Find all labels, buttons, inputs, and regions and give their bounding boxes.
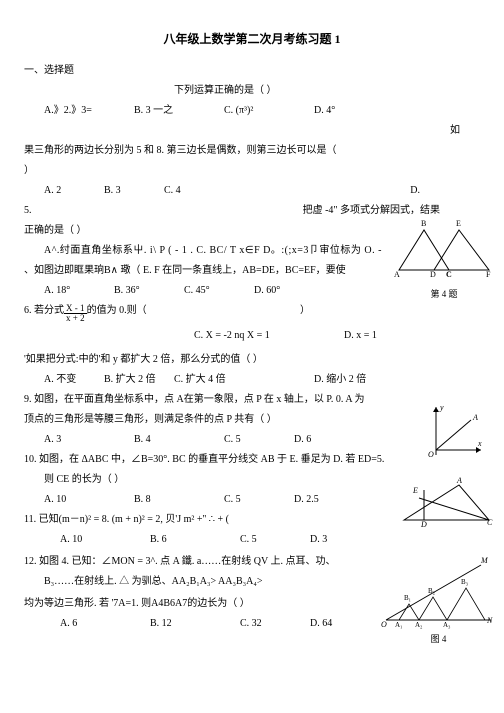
q7-opt-d: D. 缩小 2 倍 — [314, 373, 366, 387]
figure-q9: O A x y — [426, 405, 486, 460]
fig4-c: C — [446, 270, 452, 279]
fig4-a: A — [394, 270, 400, 279]
q7-text: '如果把分式:中的'和 y 都扩大 2 倍，那么分式的值（ ） — [24, 353, 263, 367]
q5-opt-c: C. 45° — [184, 284, 254, 298]
q9-opt-c: C. 5 — [224, 433, 294, 447]
q1-opt-c: C. (π³)² — [224, 104, 314, 118]
fig4-e: E — [456, 219, 461, 228]
q2-opt-c: C. 4 — [164, 184, 224, 198]
fig9-o: O — [428, 450, 434, 459]
q5-opt-a: A. 18° — [44, 284, 114, 298]
fig9-a: A — [473, 413, 478, 422]
q10-text2: 则 CE 的长为（ ） — [44, 473, 124, 487]
q6-tail: 的值为 0.则（ — [87, 304, 147, 323]
fig12-a1: A₁ — [395, 621, 403, 629]
q1-opt-b: B. 3 一之 — [134, 104, 224, 118]
q6-fraction: X - 1 x + 2 — [64, 304, 87, 323]
q1-intro: 下列运算正确的是（ ） — [174, 84, 277, 98]
q6-opt-d: D. x = 1 — [344, 329, 377, 343]
q11-opt-c: C. 5 — [240, 533, 310, 547]
q2-opt-d: D. — [410, 184, 480, 198]
fig4-b: B — [421, 219, 426, 228]
q6-text: 6. 若分式 — [24, 304, 64, 323]
q10-opt-b: B. 8 — [134, 493, 224, 507]
figure-q10: E D A C — [399, 480, 494, 528]
q12-opt-c: C. 32 — [240, 617, 310, 631]
fig10-c: C — [487, 518, 492, 527]
q9-text2: 顶点的三角形是等腰三角形，则满足条件的点 P 共有（ ） — [24, 413, 277, 427]
q12-opt-b: B. 12 — [150, 617, 240, 631]
q3-tail: 正确的是（ ） — [24, 224, 87, 238]
fig12-caption: 图 4 — [381, 632, 496, 645]
fig12-b3: B₃ — [461, 578, 468, 586]
q7-opt-b: B. 扩大 2 倍 — [104, 373, 174, 387]
q1-opt-a: A.》2.》3= — [44, 104, 134, 118]
q11-opt-b: B. 6 — [150, 533, 240, 547]
q9-opt-b: B. 4 — [134, 433, 224, 447]
fig9-x: x — [478, 439, 482, 448]
q12-text2: B₃……在射线上. △ 为驯总、AA₂B₁A₃> AA₃B₃A₄> — [44, 575, 262, 589]
q2-opt-a: A. 2 — [44, 184, 104, 198]
fig12-a3: A₃ — [443, 621, 451, 629]
q1-opt-d: D. 4° — [314, 104, 374, 118]
fig9-y: y — [440, 403, 444, 412]
fig10-e: E — [413, 486, 418, 495]
fig12-o: O — [381, 620, 387, 629]
figure-q12: O M N A₁ A₂ A₃ B₁ B₂ B₃ 图 4 — [381, 560, 496, 645]
fig10-d: D — [421, 520, 427, 529]
q10-opt-a: A. 10 — [44, 493, 134, 507]
fig12-b2: B₂ — [428, 587, 435, 595]
fig12-n: N — [487, 616, 492, 625]
q11-opt-d: D. 3 — [310, 533, 370, 547]
q7-opt-a: A. 不变 — [44, 373, 104, 387]
figure-q4: A D C B E F 第 4 题 — [394, 225, 494, 300]
q6-opt-c: C. X = -2 nq X = 1 — [194, 329, 344, 343]
q9-text: 9. 如图，在平面直角坐标系中，点 A在第一象限，点 P 在 x 轴上，以 P.… — [24, 393, 364, 407]
fig10-a: A — [457, 476, 462, 485]
fig12-a2: A₂ — [415, 621, 423, 629]
q12-opt-d: D. 64 — [310, 617, 370, 631]
fig12-b1: B₁ — [404, 594, 411, 602]
q2-text: 果三角形的两边长分别为 5 和 8. 第三边长是偶数，则第三边长可以是（ — [24, 144, 337, 158]
q11-opt-a: A. 10 — [60, 533, 150, 547]
q10-opt-d: D. 2.5 — [294, 493, 354, 507]
q3-label: 5. — [24, 204, 32, 218]
q6-paren: ） — [300, 304, 480, 323]
q2-opt-b: B. 3 — [104, 184, 164, 198]
page-title: 八年级上数学第二次月考练习题 1 — [24, 30, 480, 47]
q6-frac-den: x + 2 — [64, 314, 87, 323]
q9-opt-d: D. 6 — [294, 433, 354, 447]
q10-opt-c: C. 5 — [224, 493, 294, 507]
q12-text3: 均为等边三角形. 若 '7A=1. 则A4B6A7的边长为（ ） — [24, 597, 250, 611]
q5-opt-b: B. 36° — [114, 284, 184, 298]
q10-text: 10. 如图，在 ΔABC 中，∠B=30°. BC 的垂直平分线交 AB 于 … — [24, 453, 384, 467]
q4-garble: A^.纣面直角坐标系屮. i\ P ( - 1 . C. BC/ T x∈F D… — [44, 244, 382, 258]
q7-opt-c: C. 扩大 4 倍 — [174, 373, 264, 387]
q2-paren: ） — [24, 164, 34, 178]
q2-pre: 如 — [450, 124, 480, 138]
fig4-caption: 第 4 题 — [394, 287, 494, 300]
q5-opt-d: D. 60° — [254, 284, 324, 298]
q9-opt-a: A. 3 — [44, 433, 134, 447]
section-heading: 一、选择题 — [24, 61, 480, 76]
q4-line2: 、如图边即眶果珦B∧ 璥（ E. F 在同一条直线上，AB=DE，BC=EF，要… — [24, 264, 346, 278]
q12-opt-a: A. 6 — [60, 617, 150, 631]
fig4-d: D — [430, 270, 436, 279]
q12-text: 12. 如图 4. 已知：∠MON = 3^. 点 A 鑯. a……在射线 QV… — [24, 555, 336, 569]
q3-text: 把虚 -4" 多项式分解因式，结果 — [303, 204, 480, 218]
q11-text: 11. 已知(m－n)² = 8. (m + n)² = 2, 贝'J m² +… — [24, 513, 229, 527]
fig12-m: M — [481, 556, 488, 565]
fig4-f: F — [486, 270, 490, 279]
